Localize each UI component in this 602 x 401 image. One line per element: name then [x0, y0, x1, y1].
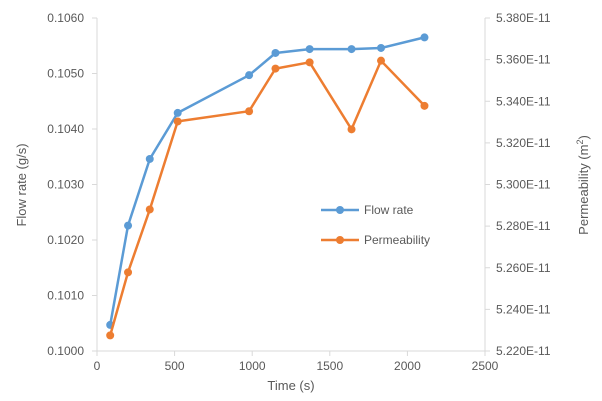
y-right-tick-label: 5.260E-11	[496, 261, 551, 275]
y-right-tick-label: 5.380E-11	[496, 11, 551, 25]
permeability-point	[305, 58, 314, 67]
permeability-point	[106, 331, 115, 340]
y-axis-left-title: Flow rate (g/s)	[14, 143, 29, 226]
flow-rate-point	[377, 43, 386, 52]
legend-permeability-marker	[336, 236, 344, 244]
x-tick-label: 1000	[239, 359, 266, 373]
y-right-tick-label: 5.320E-11	[496, 136, 551, 150]
y-right-tick-label: 5.340E-11	[496, 94, 551, 108]
permeability-point	[347, 125, 356, 134]
flow-rate-point	[173, 108, 182, 117]
y-axis-right-title-sup: 2	[575, 140, 585, 145]
flow-rate-point	[145, 154, 154, 163]
flow-rate-line	[108, 36, 425, 326]
y-axis-right-title-close: )	[576, 135, 591, 139]
flow-rate-point	[305, 45, 314, 54]
flow-rate-point	[347, 45, 356, 54]
y-left-tick-label: 0.1010	[47, 289, 84, 303]
y-left-tick-label: 0.1040	[47, 122, 84, 136]
permeability-line	[108, 59, 426, 336]
ticks-layer: 0.1000 0.1010 0.1020 0.1030 0.1040 0.1050 0.10…	[47, 11, 551, 373]
x-tick-label: 500	[165, 359, 185, 373]
y-right-tick-label: 5.300E-11	[496, 178, 551, 192]
y-axis-right-title: Permeability (m2)	[575, 135, 591, 235]
flow-rate-point	[420, 33, 429, 42]
y-left-tick-label: 0.1060	[47, 11, 84, 25]
y-left-tick-label: 0.1030	[47, 178, 84, 192]
y-left-tick-label: 0.1050	[47, 67, 84, 81]
y-right-tick-label: 5.280E-11	[496, 219, 551, 233]
permeability-point	[420, 101, 429, 110]
permeability-point	[377, 56, 386, 65]
legend: Flow rate Permeability	[321, 203, 430, 247]
flow-rate-point	[271, 48, 280, 57]
permeability-point	[124, 268, 133, 277]
x-axis-title: Time (s)	[267, 378, 314, 393]
y-right-tick-label: 5.220E-11	[496, 344, 551, 358]
x-tick-label: 1500	[316, 359, 343, 373]
legend-permeability-label: Permeability	[364, 233, 430, 247]
permeability-point	[145, 205, 154, 214]
y-left-tick-label: 0.1020	[47, 233, 84, 247]
y-right-tick-label: 5.360E-11	[496, 53, 551, 67]
y-right-tick-label: 5.240E-11	[496, 302, 551, 316]
series-layer	[106, 33, 429, 340]
legend-flow-rate-label: Flow rate	[364, 203, 414, 217]
permeability-point	[173, 117, 182, 126]
flow-rate-point	[245, 71, 254, 80]
y-axis-right-title-text: Permeability (m	[576, 145, 591, 235]
x-tick-label: 0	[94, 359, 101, 373]
y-left-tick-label: 0.1000	[47, 344, 84, 358]
permeability-point	[271, 64, 280, 73]
legend-flow-rate-marker	[336, 206, 344, 214]
flow-rate-point	[124, 221, 133, 230]
permeability-point	[245, 107, 254, 116]
x-tick-label: 2500	[472, 359, 499, 373]
x-tick-label: 2000	[394, 359, 421, 373]
